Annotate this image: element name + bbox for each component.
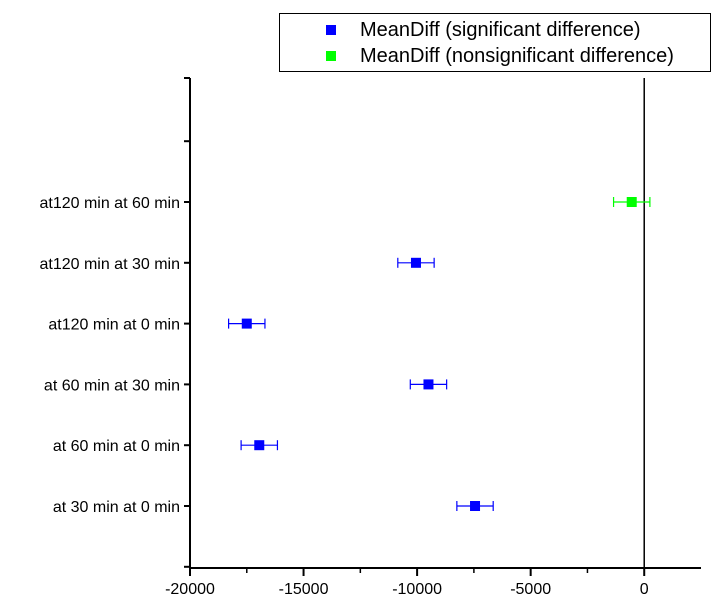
y-tick-label: at120 min at 0 min [48,317,180,334]
legend: MeanDiff (significant difference) MeanDi… [279,13,711,72]
y-tick-label: at 60 min at 30 min [44,377,180,394]
x-tick-label: -15000 [279,581,329,598]
data-point-marker [241,318,252,329]
data-point-group [456,501,494,511]
data-point-marker [254,440,265,451]
legend-marker-significant [326,25,336,35]
data-point-group [612,197,651,207]
y-tick-label: at 30 min at 0 min [53,499,180,516]
x-tick-label: 0 [640,581,649,598]
x-tick-label: -10000 [392,581,442,598]
legend-label-significant: MeanDiff (significant difference) [360,19,641,41]
data-point-group [228,318,266,329]
data-point-marker [626,197,637,207]
y-tick-label: at120 min at 30 min [39,256,180,273]
legend-item-nonsignificant: MeanDiff (nonsignificant difference) [280,44,710,68]
y-tick-label: at 60 min at 0 min [53,438,180,455]
legend-marker-nonsignificant [326,51,336,61]
x-tick-label: -20000 [165,581,215,598]
legend-label-nonsignificant: MeanDiff (nonsignificant difference) [360,45,674,67]
axes-layer: -20000 -15000 -10000 -5000 0 at 30 min at 0 m… [39,77,701,598]
x-tick-label: -5000 [510,581,551,598]
y-tick-label: at120 min at 60 min [39,195,180,212]
marks-layer [228,197,651,511]
data-point-group [240,440,279,451]
data-point-group [409,379,448,390]
data-point-marker [423,379,434,390]
data-point-marker [470,501,481,511]
data-point-marker [410,257,421,268]
data-point-group [397,257,435,268]
legend-item-significant: MeanDiff (significant difference) [280,18,710,42]
